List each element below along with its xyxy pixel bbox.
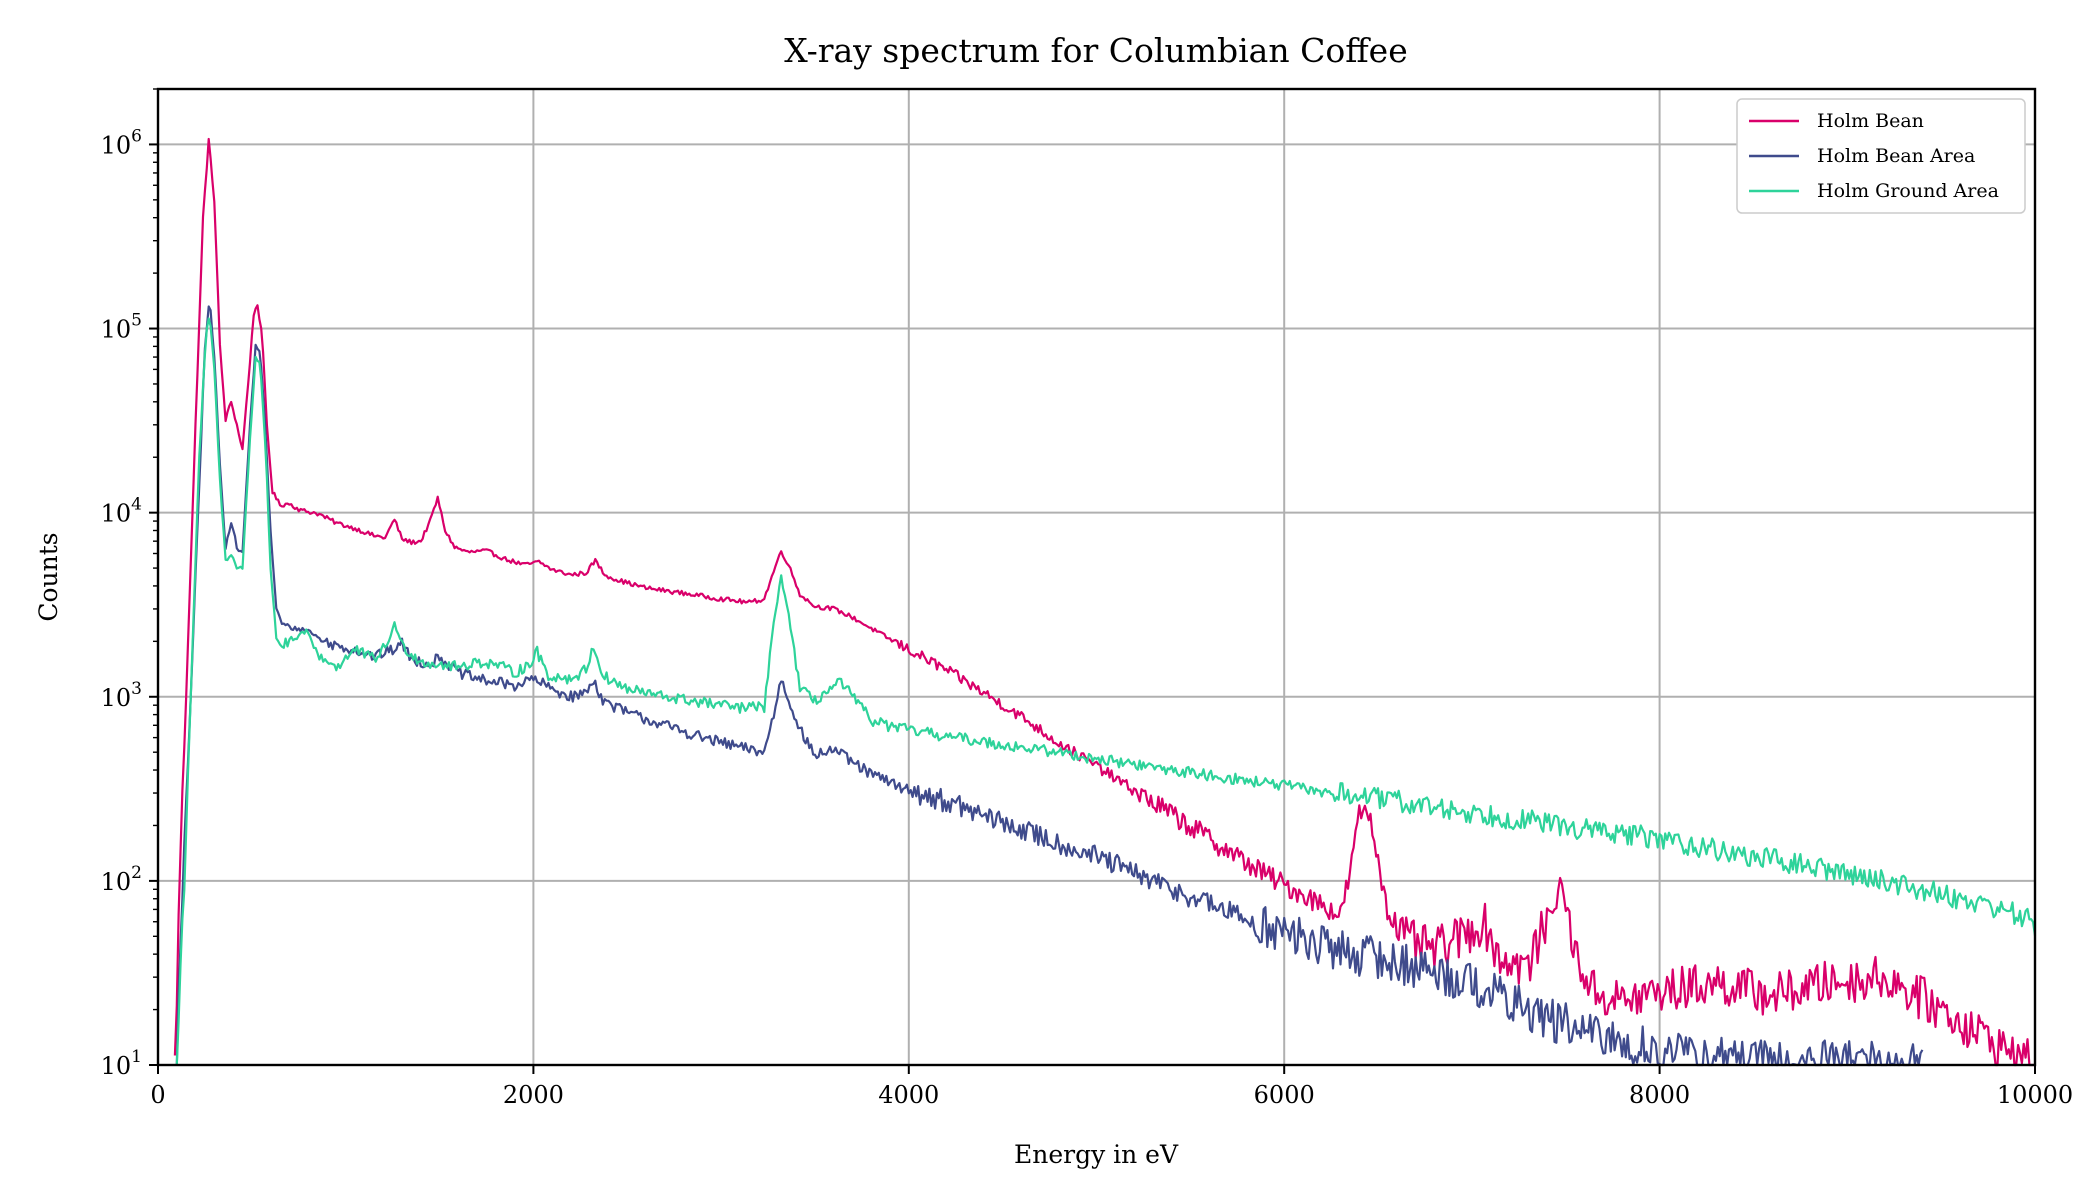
x-axis-ticks: 0 2000 4000 6000 8000 10000 [150, 1065, 2073, 1109]
x-tick-label: 4000 [878, 1081, 939, 1109]
y-tick-label: 104 [101, 495, 142, 528]
y-tick-exponent: 1 [131, 1047, 142, 1067]
y-tick-base: 10 [101, 131, 132, 159]
legend-entry-label: Holm Bean [1817, 110, 1924, 132]
y-tick-label: 106 [101, 126, 142, 159]
series-line-0 [173, 137, 2035, 1067]
series-line-2 [175, 317, 2037, 1066]
x-tick-label: 2000 [503, 1081, 564, 1109]
x-tick-label: 10000 [1997, 1081, 2073, 1109]
y-tick-base: 10 [101, 684, 132, 712]
plot-frame [156, 87, 2037, 1067]
y-axis-label: Counts [34, 532, 63, 621]
y-tick-exponent: 6 [131, 126, 142, 146]
y-tick-base: 10 [101, 868, 132, 896]
series-line-1 [175, 305, 1924, 1067]
y-tick-label: 101 [101, 1047, 142, 1080]
legend-entry-label: Holm Bean Area [1817, 145, 1975, 167]
y-tick-label: 103 [101, 679, 142, 712]
chart-title: X-ray spectrum for Columbian Coffee [784, 31, 1407, 70]
y-tick-base: 10 [101, 500, 132, 528]
y-tick-exponent: 2 [131, 863, 142, 883]
series-lines [173, 137, 2037, 1067]
y-tick-exponent: 5 [131, 311, 142, 331]
x-axis-label: Energy in eV [1014, 1140, 1179, 1169]
y-tick-base: 10 [101, 316, 132, 344]
x-tick-label: 0 [150, 1081, 165, 1109]
y-tick-label: 105 [101, 311, 142, 344]
x-tick-label: 6000 [1254, 1081, 1315, 1109]
y-tick-exponent: 3 [131, 679, 142, 699]
x-tick-label: 8000 [1629, 1081, 1690, 1109]
y-tick-base: 10 [101, 1052, 132, 1080]
legend-entry-label: Holm Ground Area [1817, 180, 1999, 202]
legend: Holm Bean Holm Bean Area Holm Ground Area [1736, 98, 2026, 214]
legend-box [1736, 98, 2026, 214]
y-tick-exponent: 4 [131, 495, 142, 515]
y-tick-label: 102 [101, 863, 142, 896]
